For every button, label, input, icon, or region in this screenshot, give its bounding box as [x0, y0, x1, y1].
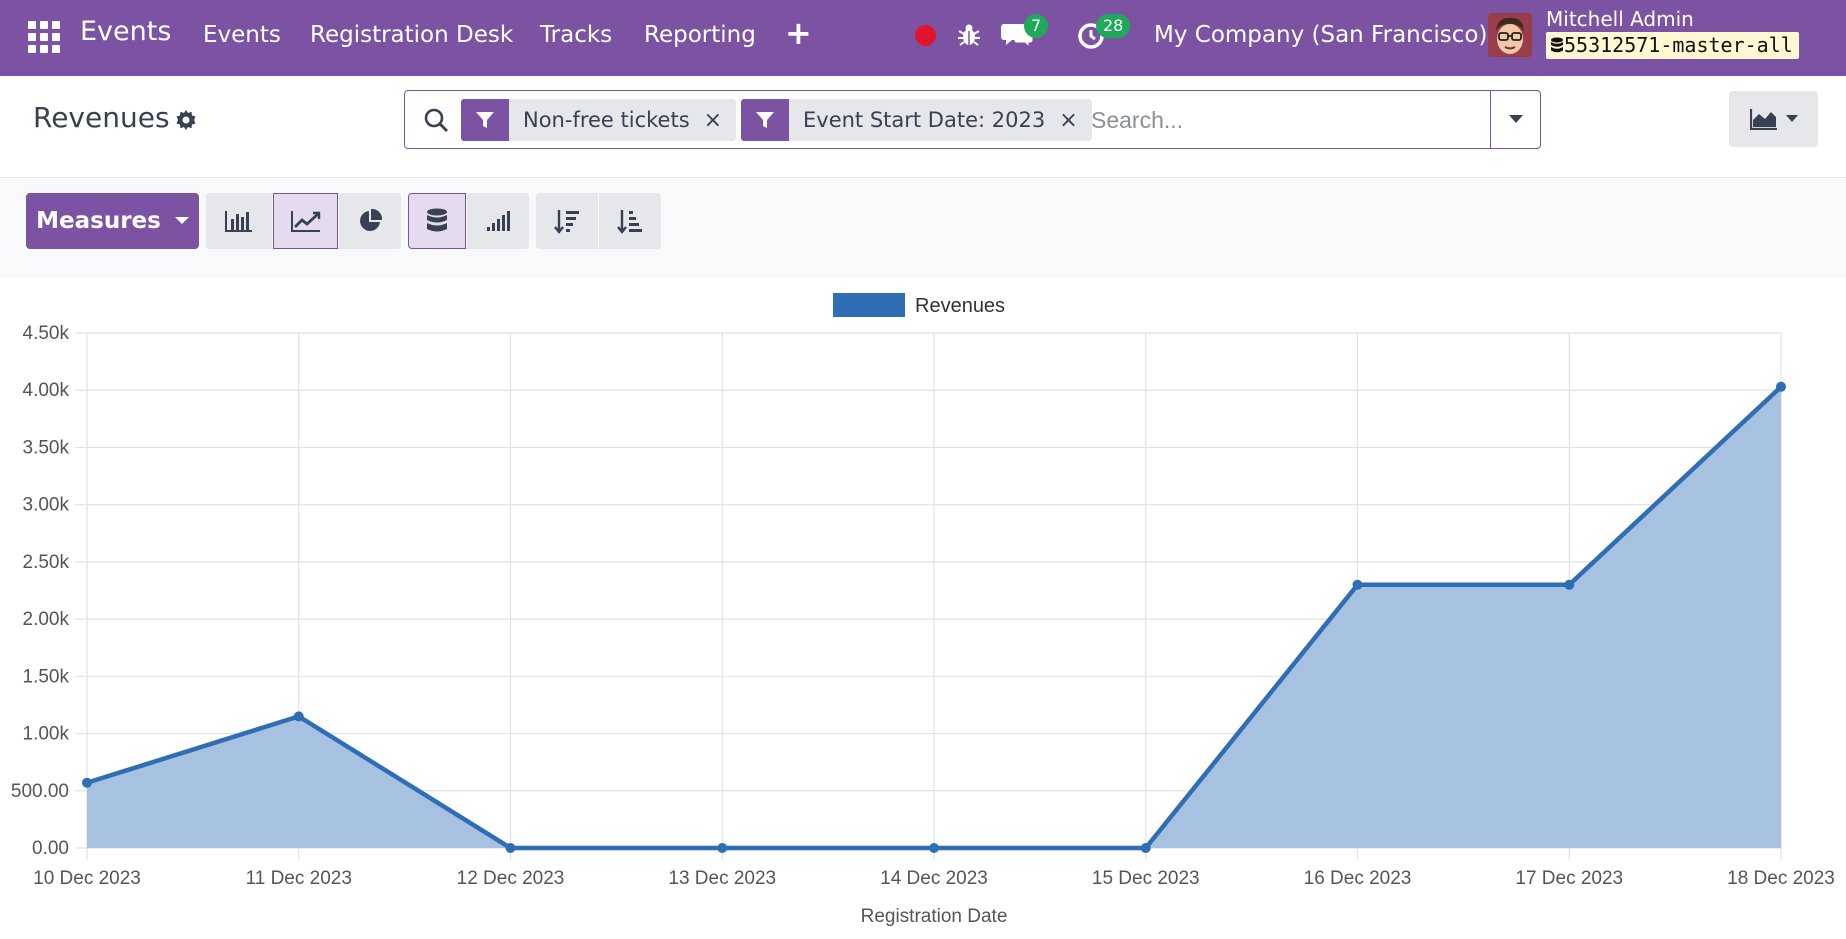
data-point [1352, 579, 1363, 590]
company-switcher[interactable]: My Company (San Francisco) [1154, 22, 1488, 48]
data-point [1776, 381, 1786, 392]
y-tick-label: 4.50k [23, 323, 70, 344]
data-point [1140, 843, 1151, 853]
data-point [929, 843, 939, 853]
sort-ascending-button[interactable] [599, 193, 661, 249]
facet-remove-close-icon[interactable]: × [703, 107, 723, 133]
user-name[interactable]: Mitchell Admin [1546, 7, 1694, 31]
page-title: Revenues [33, 101, 170, 134]
database-name: 55312571-master-all [1564, 33, 1793, 57]
pie-chart-icon [360, 208, 383, 231]
facet-remove-close-icon[interactable]: × [1059, 107, 1078, 133]
revenues-area-chart: 0.00 500.00 1.00k 1.50k 2.00k 2.50k 3.00k 3.50k… [11, 293, 1835, 927]
control-panel: Revenues Non-free tickets × Event Start … [0, 76, 1846, 178]
y-tick-label: 0.00 [32, 838, 69, 859]
signal-bars-icon [487, 211, 510, 231]
caret-down-icon [1785, 115, 1798, 122]
sort-descending-icon [554, 210, 579, 234]
database-stack-icon [427, 208, 447, 232]
activity-count-badge: 28 [1096, 14, 1131, 38]
x-tick-label: 18 Dec 2023 [1727, 868, 1835, 889]
search-options-toggle[interactable] [1490, 91, 1540, 148]
x-tick-label: 12 Dec 2023 [457, 868, 565, 889]
database-icon [1551, 37, 1563, 53]
y-tick-label: 3.00k [23, 495, 70, 516]
chart-type-dropdown-button[interactable] [1729, 91, 1818, 147]
legend-label: Revenues [915, 295, 1005, 317]
x-axis-label: Registration Date [861, 906, 1008, 927]
menu-reporting[interactable]: Reporting [644, 22, 756, 48]
caret-down-icon [1508, 115, 1523, 123]
x-tick-label: 13 Dec 2023 [668, 868, 776, 889]
y-tick-label: 2.50k [23, 552, 70, 573]
y-tick-label: 4.00k [23, 380, 70, 401]
line-chart-icon [290, 211, 320, 232]
data-point [717, 843, 728, 853]
graph-toolbar: Measures [0, 178, 1846, 278]
x-tick-label: 10 Dec 2023 [33, 868, 141, 889]
bar-chart-icon [225, 211, 252, 232]
measures-label: Measures [36, 208, 161, 234]
data-point [293, 711, 304, 722]
area-chart-icon [1749, 109, 1777, 130]
caret-down-icon [174, 217, 189, 224]
search-facet-non-free-tickets: Non-free tickets × [461, 99, 737, 141]
stacked-toggle-button[interactable] [408, 193, 466, 249]
quick-create-plus-icon[interactable]: + [785, 14, 812, 52]
record-dot-icon[interactable] [915, 25, 936, 46]
series-area-fill [87, 386, 1781, 848]
app-brand[interactable]: Events [80, 16, 172, 47]
filter-funnel-icon [461, 99, 509, 141]
chat-count-badge: 7 [1024, 14, 1049, 38]
data-point [82, 777, 92, 788]
menu-events[interactable]: Events [203, 22, 281, 48]
x-tick-label: 11 Dec 2023 [246, 868, 352, 889]
cumulative-toggle-button[interactable] [467, 193, 529, 249]
line-chart-button[interactable] [273, 193, 338, 249]
menu-tracks[interactable]: Tracks [540, 22, 613, 48]
menu-registration-desk[interactable]: Registration Desk [310, 22, 514, 48]
search-bar: Non-free tickets × Event Start Date: 202… [404, 90, 1541, 149]
settings-gear-icon[interactable] [174, 108, 198, 136]
legend-swatch [833, 293, 905, 317]
top-navbar: Events Events Registration Desk Tracks R… [0, 0, 1846, 76]
app-menu-grid-icon[interactable] [28, 21, 60, 53]
x-tick-label: 16 Dec 2023 [1304, 868, 1412, 889]
search-icon[interactable] [423, 107, 449, 137]
search-input[interactable] [1091, 99, 1491, 141]
y-tick-label: 2.00k [23, 609, 70, 630]
x-tick-label: 14 Dec 2023 [880, 868, 988, 889]
x-tick-label: 17 Dec 2023 [1515, 868, 1623, 889]
search-facet-event-start-date: Event Start Date: 2023 × [741, 99, 1092, 141]
measures-dropdown-button[interactable]: Measures [26, 193, 199, 249]
y-tick-label: 3.50k [23, 437, 70, 458]
y-tick-label: 1.00k [23, 724, 70, 745]
pie-chart-button[interactable] [339, 193, 401, 249]
filter-funnel-icon [741, 99, 789, 141]
y-tick-label: 1.50k [23, 666, 70, 687]
sort-descending-button[interactable] [536, 193, 598, 249]
bar-chart-button[interactable] [206, 193, 272, 249]
sort-ascending-icon [617, 210, 642, 234]
facet-label: Non-free tickets [523, 108, 690, 132]
data-point [1564, 579, 1575, 590]
user-avatar[interactable] [1488, 13, 1532, 57]
facet-label: Event Start Date: 2023 [803, 108, 1046, 132]
graph-view: 0.00 500.00 1.00k 1.50k 2.00k 2.50k 3.00k 3.50k… [0, 278, 1846, 939]
data-point [505, 843, 516, 853]
database-name-badge: 55312571-master-all [1546, 32, 1799, 59]
x-tick-label: 15 Dec 2023 [1092, 868, 1200, 889]
debug-bug-icon[interactable] [956, 22, 982, 52]
y-tick-label: 500.00 [11, 781, 69, 802]
